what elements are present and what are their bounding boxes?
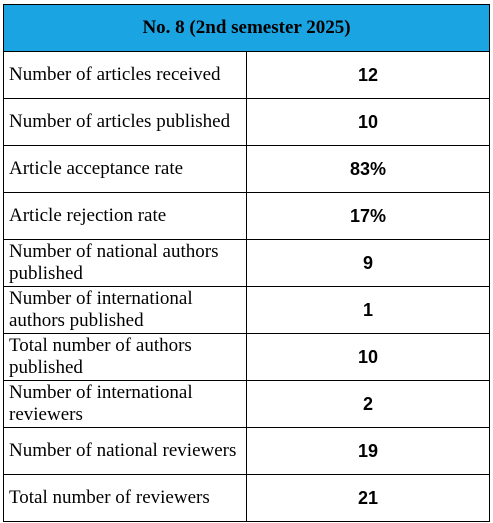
- row-value: 1: [246, 286, 490, 334]
- table-row: Number of international reviewers 2: [3, 380, 490, 428]
- row-label: Number of national reviewers: [3, 427, 247, 475]
- table-header-row: No. 8 (2nd semester 2025): [3, 4, 490, 52]
- table-title: No. 8 (2nd semester 2025): [3, 4, 490, 52]
- row-value: 21: [246, 474, 490, 522]
- table-row: Number of articles received 12: [3, 51, 490, 99]
- row-label: Number of articles received: [3, 51, 247, 99]
- row-label: Article acceptance rate: [3, 145, 247, 193]
- row-label: Number of international authors publishe…: [3, 286, 247, 334]
- table-row: Number of national authors published 9: [3, 239, 490, 287]
- row-value: 17%: [246, 192, 490, 240]
- table-row: Total number of reviewers 21: [3, 474, 490, 522]
- row-value: 19: [246, 427, 490, 475]
- row-label: Number of international reviewers: [3, 380, 247, 428]
- row-value: 12: [246, 51, 490, 99]
- row-value: 9: [246, 239, 490, 287]
- row-value: 2: [246, 380, 490, 428]
- row-value: 10: [246, 333, 490, 381]
- table-row: Number of articles published 10: [3, 98, 490, 146]
- row-label: Total number of authors published: [3, 333, 247, 381]
- row-label: Article rejection rate: [3, 192, 247, 240]
- row-label: Number of articles published: [3, 98, 247, 146]
- statistics-table: No. 8 (2nd semester 2025) Number of arti…: [3, 4, 490, 522]
- row-value: 83%: [246, 145, 490, 193]
- table-row: Article rejection rate 17%: [3, 192, 490, 240]
- table-row: Article acceptance rate 83%: [3, 145, 490, 193]
- row-label: Number of national authors published: [3, 239, 247, 287]
- table-row: Number of international authors publishe…: [3, 286, 490, 334]
- row-label: Total number of reviewers: [3, 474, 247, 522]
- table-row: Number of national reviewers 19: [3, 427, 490, 475]
- table-row: Total number of authors published 10: [3, 333, 490, 381]
- row-value: 10: [246, 98, 490, 146]
